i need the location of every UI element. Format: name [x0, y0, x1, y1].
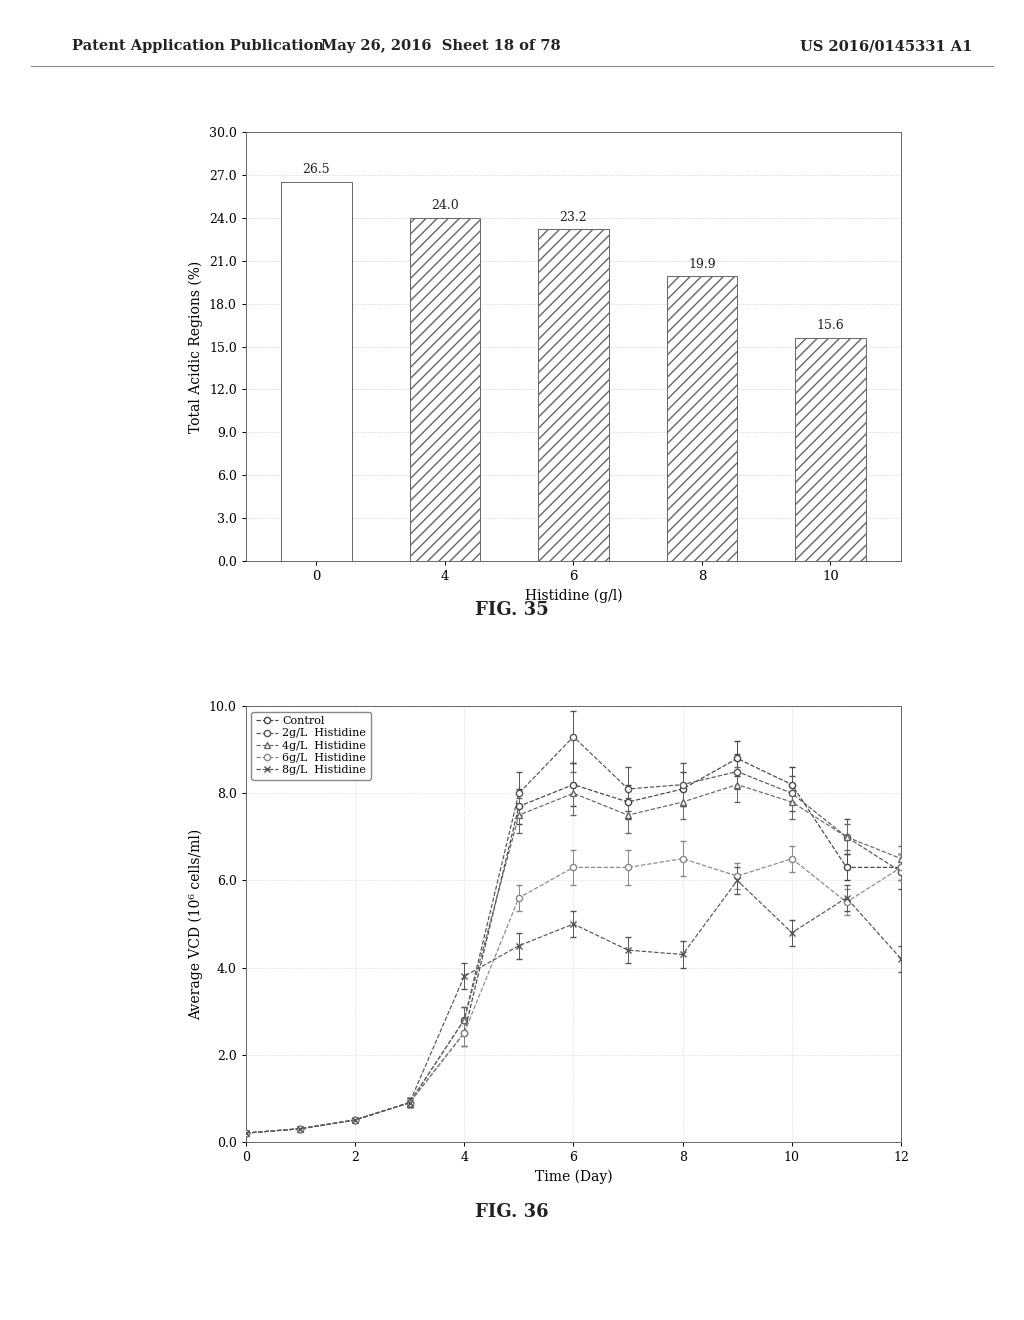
Y-axis label: Average VCD (10⁶ cells/ml): Average VCD (10⁶ cells/ml): [188, 829, 204, 1019]
Text: US 2016/0145331 A1: US 2016/0145331 A1: [801, 40, 973, 53]
Text: Patent Application Publication: Patent Application Publication: [72, 40, 324, 53]
Text: 19.9: 19.9: [688, 257, 716, 271]
Legend: Control, 2g/L  Histidine, 4g/L  Histidine, 6g/L  Histidine, 8g/L  Histidine: Control, 2g/L Histidine, 4g/L Histidine,…: [251, 711, 371, 780]
Bar: [795, 338, 865, 561]
Bar: [410, 218, 480, 561]
Text: 24.0: 24.0: [431, 199, 459, 213]
X-axis label: Time (Day): Time (Day): [535, 1170, 612, 1184]
Text: FIG. 35: FIG. 35: [475, 601, 549, 619]
Text: 23.2: 23.2: [560, 210, 587, 223]
Bar: [667, 276, 737, 561]
Bar: [282, 182, 352, 561]
Text: FIG. 36: FIG. 36: [475, 1203, 549, 1221]
Text: May 26, 2016  Sheet 18 of 78: May 26, 2016 Sheet 18 of 78: [321, 40, 560, 53]
Text: 15.6: 15.6: [816, 319, 845, 333]
Bar: [538, 230, 609, 561]
Y-axis label: Total Acidic Regions (%): Total Acidic Regions (%): [188, 260, 204, 433]
Text: 26.5: 26.5: [303, 164, 331, 177]
X-axis label: Histidine (g/l): Histidine (g/l): [524, 589, 623, 603]
